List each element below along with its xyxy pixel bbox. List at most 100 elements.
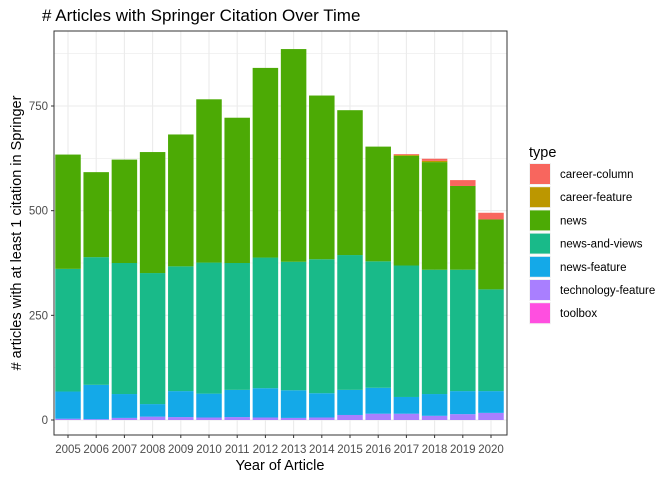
- legend-title: type: [529, 145, 556, 161]
- bar-segment-news-2014: [309, 95, 335, 260]
- bar-segment-technology-feature-2016: [365, 413, 391, 420]
- legend-label-toolbox: toolbox: [560, 308, 597, 320]
- bar-segment-news-feature-2010: [196, 393, 222, 418]
- bar-segment-technology-feature-2012: [252, 417, 279, 420]
- bar-segment-technology-feature-2011: [224, 417, 250, 420]
- x-tick-label: 2006: [83, 444, 109, 456]
- bar-segment-news-feature-2017: [393, 396, 420, 414]
- bar-segment-news-2019: [450, 185, 476, 270]
- bar-segment-technology-feature-2008: [139, 416, 166, 420]
- chart-title: # Articles with Springer Citation Over T…: [42, 6, 360, 25]
- legend: type career-column career-feature news news…: [529, 145, 655, 325]
- bar-segment-news-2013: [280, 49, 307, 262]
- bar-segment-news-and-views-2006: [83, 257, 109, 385]
- bar-segment-news-2015: [337, 110, 363, 256]
- bar-segment-news-and-views-2010: [196, 262, 222, 394]
- legend-label-career-feature: career-feature: [560, 192, 632, 204]
- bar-segment-technology-feature-2013: [280, 417, 307, 420]
- bar-segment-news-2007: [111, 159, 138, 263]
- bar-segment-technology-feature-2018: [421, 415, 448, 420]
- bar-segment-news-2006: [83, 172, 109, 258]
- bar-segment-news-2020: [478, 219, 504, 290]
- bar-segment-news-and-views-2009: [168, 266, 194, 392]
- bar-segment-news-feature-2014: [309, 393, 335, 418]
- bar-segment-career-column-2018: [421, 158, 448, 161]
- bar-segment-news-and-views-2019: [450, 269, 476, 392]
- bar-segment-news-feature-2019: [450, 391, 476, 415]
- plot-border: [53, 30, 508, 436]
- bar-segment-technology-feature-2017: [393, 413, 420, 420]
- bar-segment-technology-feature-2006: [83, 419, 109, 420]
- y-tick-label: 750: [29, 101, 48, 113]
- bar-segment-news-feature-2011: [224, 389, 250, 418]
- legend-swatch-career-feature: [530, 187, 550, 208]
- bar-segment-technology-feature-2010: [196, 417, 222, 420]
- x-axis-title: Year of Article: [236, 458, 325, 474]
- bar-segment-news-2012: [252, 67, 279, 258]
- bar-segment-technology-feature-2007: [111, 417, 138, 420]
- bar-segment-news-feature-2012: [252, 388, 279, 418]
- x-tick-label: 2020: [478, 444, 504, 456]
- bar-segment-news-feature-2007: [111, 394, 138, 418]
- legend-swatch-career-column: [530, 164, 550, 184]
- x-tick-label: 2019: [450, 444, 476, 456]
- bar-segment-news-2009: [168, 134, 194, 267]
- legend-swatch-news: [530, 210, 550, 231]
- y-axis-ticks: 0 250 500 750: [29, 101, 54, 427]
- bar-segment-technology-feature-2005: [55, 418, 81, 420]
- bar-segment-news-2018: [421, 162, 448, 270]
- y-tick-label: 0: [42, 415, 48, 427]
- bar-segment-technology-feature-2019: [450, 414, 476, 420]
- bar-segment-news-feature-2013: [280, 390, 307, 418]
- x-tick-label: 2017: [394, 444, 420, 456]
- y-tick-label: 500: [29, 206, 48, 218]
- bar-segment-news-and-views-2018: [421, 269, 448, 395]
- bar-segment-news-feature-2008: [139, 404, 166, 417]
- bar-segment-technology-feature-2009: [168, 417, 194, 420]
- x-tick-label: 2016: [365, 444, 391, 456]
- bar-segment-news-2011: [224, 117, 250, 264]
- bar-segment-news-and-views-2012: [252, 257, 279, 389]
- bar-segment-technology-feature-2014: [309, 417, 335, 420]
- legend-swatch-toolbox: [530, 303, 550, 324]
- bar-segment-news-and-views-2017: [393, 265, 420, 397]
- legend-label-news-feature: news-feature: [560, 262, 626, 274]
- bar-segment-news-feature-2006: [83, 384, 109, 420]
- x-tick-label: 2010: [196, 444, 222, 456]
- bar-segment-career-feature-2017: [393, 154, 420, 156]
- bar-segment-news-and-views-2015: [337, 255, 363, 390]
- legend-label-career-column: career-column: [560, 169, 634, 181]
- bar-segment-news-feature-2009: [168, 391, 194, 418]
- x-tick-label: 2009: [168, 444, 194, 456]
- legend-label-news-and-views: news-and-views: [560, 239, 643, 251]
- bar-segment-news-feature-2015: [337, 389, 363, 415]
- x-axis-ticks: 2005 2006 2007 2008 2009 2010 2011 2012 2013 2014…: [55, 435, 504, 456]
- bar-segment-career-column-2020: [478, 212, 504, 220]
- bar-segment-technology-feature-2015: [337, 414, 363, 420]
- bar-segment-career-feature-2018: [421, 160, 448, 163]
- bars: [55, 49, 504, 420]
- x-tick-label: 2005: [55, 444, 81, 456]
- bar-segment-news-2008: [139, 152, 166, 274]
- bar-segment-news-and-views-2011: [224, 263, 250, 390]
- bar-segment-news-and-views-2016: [365, 261, 391, 388]
- x-tick-label: 2007: [112, 444, 138, 456]
- x-tick-label: 2018: [422, 444, 448, 456]
- x-tick-label: 2015: [337, 444, 363, 456]
- legend-swatch-news-and-views: [530, 233, 550, 254]
- y-axis-title: # articles with at least 1 citation in S…: [9, 95, 25, 370]
- bar-segment-news-2017: [393, 155, 420, 266]
- x-tick-label: 2013: [281, 444, 307, 456]
- bar-segment-news-feature-2020: [478, 391, 504, 413]
- bar-segment-news-2016: [365, 146, 391, 262]
- bar-segment-news-and-views-2005: [55, 268, 81, 392]
- legend-swatch-news-feature: [530, 256, 550, 277]
- bar-segment-news-and-views-2008: [139, 273, 166, 405]
- bar-segment-news-2005: [55, 154, 81, 269]
- bar-segment-news-and-views-2013: [280, 261, 307, 391]
- x-tick-label: 2012: [253, 444, 279, 456]
- bar-segment-news-feature-2005: [55, 391, 81, 419]
- legend-label-technology-feature: technology-feature: [560, 285, 655, 297]
- bar-segment-news-2010: [196, 99, 222, 263]
